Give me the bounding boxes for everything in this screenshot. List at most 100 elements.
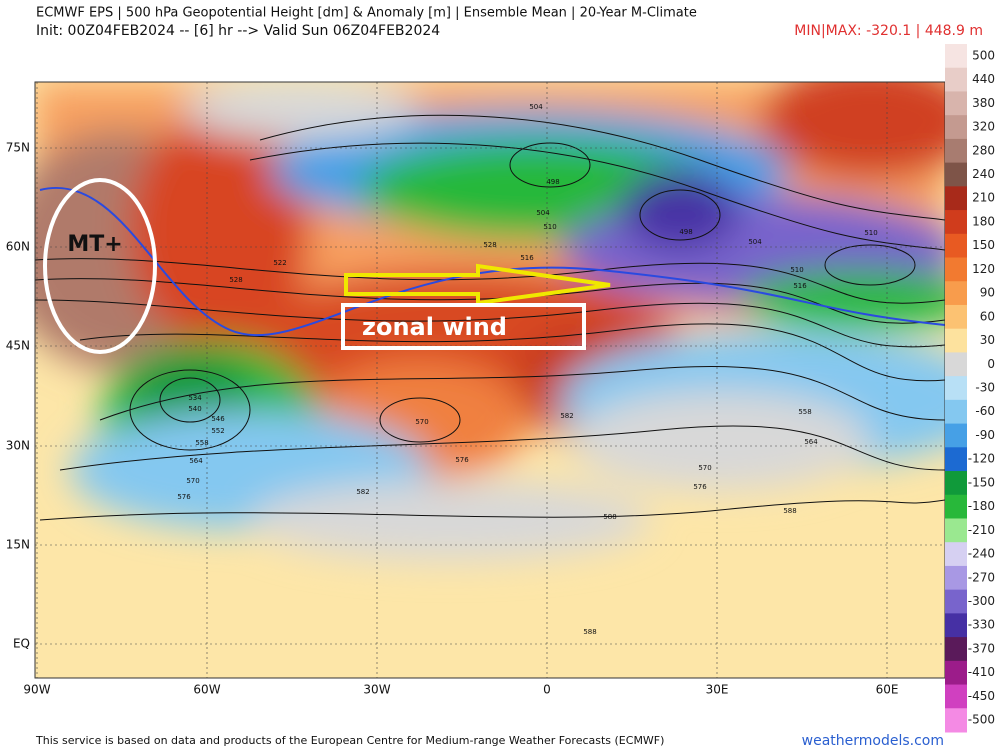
contour-label: 576: [693, 483, 707, 491]
colorbar-swatch: [945, 44, 967, 69]
contour-label: 546: [211, 415, 225, 423]
site-link[interactable]: weathermodels.com: [802, 733, 944, 749]
contour-label: 528: [483, 241, 496, 249]
contour-label: 582: [560, 412, 573, 420]
colorbar-label: 280: [972, 143, 995, 157]
colorbar-label: -120: [968, 452, 995, 466]
lon-label: 90W: [23, 683, 50, 697]
colorbar-label: -270: [968, 570, 995, 584]
colorbar-swatch: [945, 637, 967, 662]
lon-label: 30E: [706, 683, 729, 697]
colorbar-label: 500: [972, 48, 995, 62]
lon-label: 30W: [363, 683, 390, 697]
contour-label: 570: [186, 477, 199, 485]
arrow-label: zonal wind: [362, 313, 507, 341]
colorbar-label: 440: [972, 72, 995, 86]
colorbar-label: 240: [972, 167, 995, 181]
colorbar-swatch: [945, 233, 967, 259]
colorbar-swatch: [945, 352, 967, 377]
colorbar-label: 320: [972, 120, 995, 134]
colorbar-swatch: [945, 708, 967, 733]
colorbar-label: -370: [968, 641, 995, 655]
colorbar-swatch: [945, 494, 967, 519]
colorbar-swatch: [945, 304, 967, 330]
contour-label: 552: [211, 427, 224, 435]
contour-label: 588: [583, 628, 596, 636]
colorbar-swatch: [945, 518, 967, 543]
contour-label: 516: [793, 282, 807, 290]
colorbar-swatch: [945, 328, 967, 353]
colorbar-swatch: [945, 67, 967, 92]
colorbar-label: 180: [972, 214, 995, 228]
colorbar-swatch: [945, 613, 967, 638]
lat-label: EQ: [13, 637, 30, 651]
colorbar-swatch: [945, 257, 967, 282]
colorbar-label: 150: [972, 238, 995, 252]
lat-label: 60N: [6, 240, 30, 254]
colorbar-swatch: [945, 91, 967, 116]
colorbar-label: -450: [968, 689, 995, 703]
colorbar-swatch: [945, 565, 967, 591]
colorbar-swatch: [945, 210, 967, 235]
colorbar-swatch: [945, 589, 967, 614]
colorbar-label: 0: [987, 357, 995, 371]
contour-label: 558: [195, 439, 208, 447]
colorbar-swatch: [945, 281, 967, 306]
map: 504 498 504 510 498 504 510 516 510 522 528 534 540 5…: [35, 82, 945, 678]
colorbar-label: -90: [975, 428, 995, 442]
colorbar-swatch: [945, 684, 967, 709]
min-max: MIN|MAX: -320.1 | 448.9 m: [794, 23, 983, 39]
contour-label: 504: [536, 209, 550, 217]
contour-label: 498: [546, 178, 559, 186]
credit: This service is based on data and produc…: [35, 734, 664, 747]
colorbar-label: 90: [980, 286, 995, 300]
colorbar-swatch: [945, 660, 967, 686]
lat-label: 75N: [6, 141, 30, 155]
ridge-label: MT+: [67, 232, 122, 257]
lon-label: 60W: [193, 683, 220, 697]
contour-label: 570: [698, 464, 711, 472]
colorbar-label: -410: [968, 665, 995, 679]
colorbar-label: 60: [980, 309, 995, 323]
lon-label: 60E: [876, 683, 899, 697]
colorbar-label: -210: [968, 523, 995, 537]
colorbar-label: -150: [968, 475, 995, 489]
colorbar-label: -330: [968, 618, 995, 632]
contour-label: 576: [177, 493, 191, 501]
contour-label: 504: [748, 238, 762, 246]
contour-label: 498: [679, 228, 692, 236]
contour-label: 516: [520, 254, 534, 262]
colorbar-label: -500: [968, 713, 995, 727]
colorbar-swatch: [945, 447, 967, 472]
colorbar-label: -30: [975, 381, 995, 395]
contour-label: 576: [455, 456, 469, 464]
wind-arrow: [344, 263, 611, 306]
lon-label: 0: [543, 683, 551, 697]
contour-label: 528: [229, 276, 242, 284]
contour-label: 570: [415, 418, 428, 426]
colorbar-label: 120: [972, 262, 995, 276]
colorbar-swatch: [945, 162, 967, 187]
colorbar-swatch: [945, 376, 967, 401]
contour-label: 582: [356, 488, 369, 496]
contour-label: 558: [798, 408, 811, 416]
title: ECMWF EPS | 500 hPa Geopotential Height …: [36, 6, 697, 21]
colorbar-swatch: [945, 138, 967, 164]
contour-label: 564: [189, 457, 203, 465]
colorbar-label: 210: [972, 191, 995, 205]
lat-label: 30N: [6, 439, 30, 453]
contour-label: 564: [804, 438, 818, 446]
colorbar-swatch: [945, 399, 967, 425]
contour-label: 510: [790, 266, 803, 274]
subtitle: Init: 00Z04FEB2024 -- [6] hr --> Valid S…: [36, 23, 440, 39]
contour-label: 522: [273, 259, 286, 267]
label-box: [341, 303, 586, 350]
contour-label: 588: [603, 513, 616, 521]
ridge-circle: [43, 178, 157, 354]
colorbar-swatch: [945, 186, 967, 211]
contour-label: 540: [188, 405, 201, 413]
contour-label: 510: [864, 229, 877, 237]
colorbar-label: -240: [968, 547, 995, 561]
colorbar-swatch: [945, 423, 967, 448]
